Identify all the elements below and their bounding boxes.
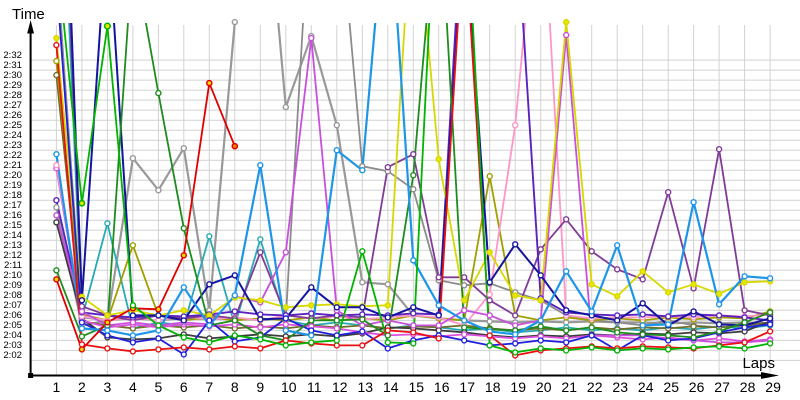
svg-text:2:11: 2:11 — [4, 260, 22, 271]
svg-text:2:10: 2:10 — [3, 270, 22, 281]
svg-text:10: 10 — [281, 379, 297, 395]
svg-text:2:23: 2:23 — [3, 140, 22, 151]
svg-text:2:09: 2:09 — [3, 280, 22, 291]
svg-text:9: 9 — [256, 379, 264, 395]
svg-text:2:19: 2:19 — [3, 180, 22, 191]
svg-text:12: 12 — [332, 379, 348, 395]
svg-text:2:30: 2:30 — [3, 70, 22, 81]
svg-text:Laps: Laps — [742, 355, 775, 372]
svg-text:11: 11 — [307, 379, 322, 395]
svg-text:16: 16 — [434, 379, 450, 395]
svg-text:28: 28 — [740, 379, 756, 395]
svg-text:19: 19 — [510, 379, 526, 395]
svg-text:2:16: 2:16 — [3, 210, 22, 221]
svg-text:2:03: 2:03 — [3, 340, 22, 351]
svg-text:20: 20 — [536, 379, 552, 395]
svg-text:2:06: 2:06 — [3, 310, 22, 321]
svg-text:2:31: 2:31 — [3, 60, 22, 71]
svg-text:2:14: 2:14 — [3, 230, 22, 241]
svg-text:27: 27 — [714, 379, 730, 395]
svg-text:25: 25 — [663, 379, 679, 395]
svg-text:5: 5 — [155, 379, 163, 395]
svg-text:15: 15 — [409, 379, 425, 395]
svg-text:2:20: 2:20 — [3, 170, 22, 181]
svg-text:24: 24 — [638, 379, 654, 395]
svg-text:29: 29 — [765, 379, 781, 395]
svg-text:2:32: 2:32 — [3, 50, 22, 61]
svg-text:2:25: 2:25 — [3, 120, 22, 131]
svg-text:2:02: 2:02 — [3, 350, 22, 361]
svg-text:14: 14 — [383, 379, 399, 395]
svg-text:2:18: 2:18 — [3, 190, 22, 201]
svg-text:2:13: 2:13 — [3, 240, 22, 251]
svg-text:21: 21 — [561, 379, 577, 395]
svg-text:2:28: 2:28 — [3, 90, 22, 101]
svg-text:2:15: 2:15 — [3, 220, 22, 231]
svg-text:26: 26 — [689, 379, 705, 395]
svg-text:Time: Time — [12, 6, 45, 23]
svg-text:2:17: 2:17 — [3, 200, 22, 211]
svg-text:2:29: 2:29 — [3, 80, 22, 91]
svg-text:2:05: 2:05 — [3, 320, 22, 331]
svg-text:2:22: 2:22 — [3, 150, 22, 161]
svg-text:18: 18 — [485, 379, 501, 395]
svg-text:13: 13 — [358, 379, 374, 395]
svg-text:2:07: 2:07 — [3, 300, 22, 311]
svg-text:3: 3 — [104, 379, 112, 395]
svg-text:2:12: 2:12 — [3, 250, 22, 261]
svg-text:4: 4 — [129, 379, 137, 395]
svg-text:2: 2 — [78, 379, 86, 395]
svg-text:8: 8 — [231, 379, 239, 395]
svg-text:7: 7 — [205, 379, 213, 395]
svg-text:6: 6 — [180, 379, 188, 395]
svg-text:2:21: 2:21 — [3, 160, 22, 171]
svg-text:22: 22 — [587, 379, 603, 395]
svg-text:17: 17 — [459, 379, 475, 395]
svg-text:2:27: 2:27 — [3, 100, 22, 111]
svg-text:2:26: 2:26 — [3, 110, 22, 121]
svg-text:2:24: 2:24 — [3, 130, 22, 141]
svg-text:1: 1 — [53, 379, 61, 395]
svg-text:23: 23 — [612, 379, 628, 395]
svg-text:2:04: 2:04 — [3, 330, 22, 341]
svg-text:2:08: 2:08 — [3, 290, 22, 301]
